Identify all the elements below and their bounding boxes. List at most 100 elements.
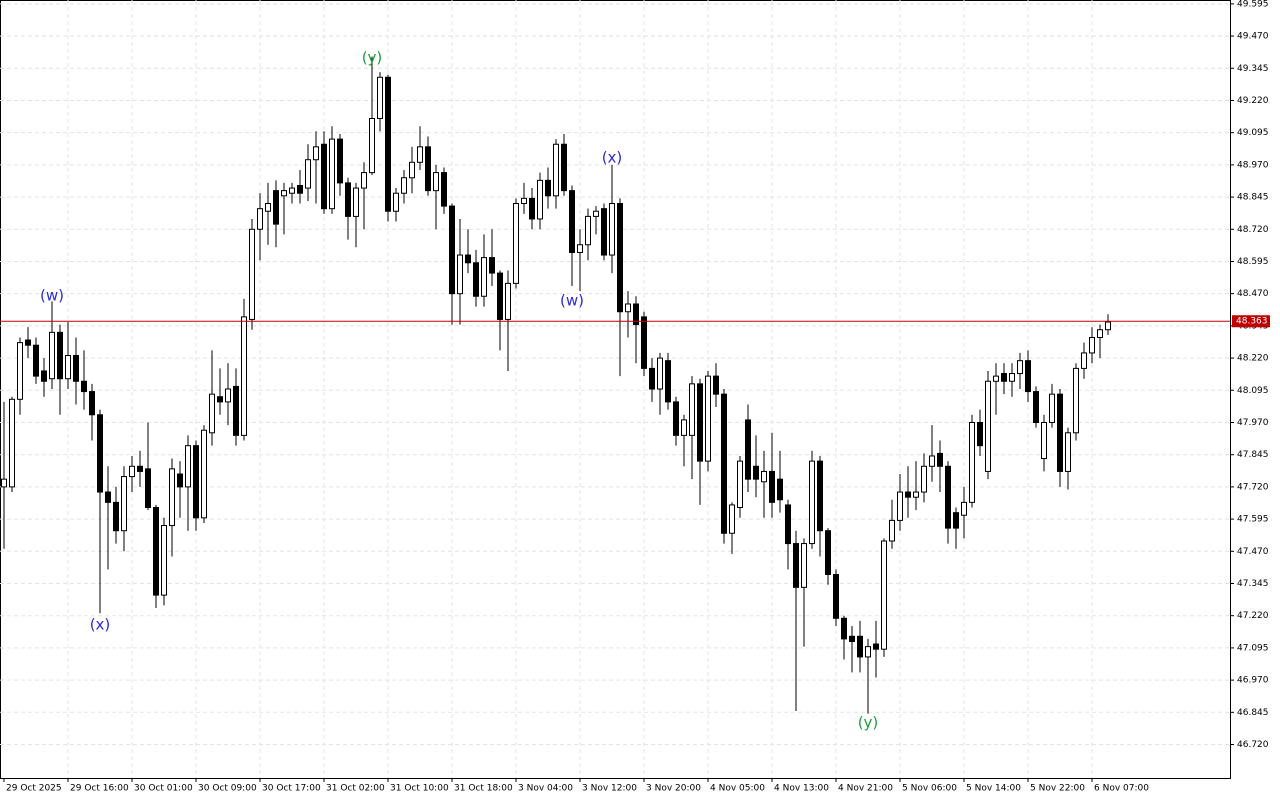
candle-body [513, 203, 519, 284]
candle-body [665, 360, 671, 403]
candle-body [361, 172, 367, 189]
x-tick-label: 4 Nov 13:00 [774, 784, 829, 794]
candle-body [497, 272, 503, 320]
candle-body [121, 476, 127, 532]
candle-body [761, 470, 767, 483]
candle-body [281, 190, 287, 197]
candle-body [817, 460, 823, 532]
candle-body [473, 262, 479, 297]
candle-body [113, 501, 119, 532]
wave-annotation: (y) [362, 49, 383, 67]
candle-body [369, 118, 375, 174]
y-tick-label: 48.095 [1237, 386, 1269, 396]
candle-body [1073, 367, 1079, 434]
y-tick-label: 49.470 [1237, 32, 1269, 42]
candle-body [425, 146, 431, 192]
candle-body [785, 504, 791, 545]
candle-body [137, 465, 143, 472]
candle-body [945, 465, 951, 529]
candle-body [1065, 432, 1071, 472]
x-tick-label: 3 Nov 20:00 [646, 784, 701, 794]
x-tick-label: 29 Oct 16:00 [70, 784, 129, 794]
candle-body [1081, 352, 1087, 369]
candle-body [81, 380, 87, 393]
candle-body [833, 573, 839, 619]
candle-body [481, 257, 487, 297]
candle-body [337, 138, 343, 184]
y-tick-label: 48.595 [1237, 257, 1269, 267]
x-tick-label: 5 Nov 06:00 [902, 784, 957, 794]
candle-body [721, 393, 727, 534]
candle-body [73, 355, 79, 382]
candle-body [457, 254, 463, 295]
candle-body [1001, 373, 1007, 382]
candle-body [865, 646, 871, 658]
candle-body [873, 643, 879, 650]
candle-body [881, 540, 887, 650]
candle-body [489, 257, 495, 274]
candle-body [737, 460, 743, 509]
y-tick-label: 47.345 [1237, 579, 1269, 589]
candle-body [569, 190, 575, 253]
candle-body [857, 635, 863, 658]
candle-body [89, 391, 95, 416]
candle-body [673, 401, 679, 436]
y-tick-label: 48.220 [1237, 354, 1269, 364]
wave-annotation: (y) [858, 714, 879, 732]
y-tick-label: 49.095 [1237, 128, 1269, 138]
candle-body [353, 187, 359, 217]
candle-body [609, 203, 615, 256]
candle-body [825, 530, 831, 575]
x-tick-label: 6 Nov 07:00 [1094, 784, 1149, 794]
price-label-bg [1232, 315, 1270, 328]
candle-body [385, 76, 391, 212]
candle-body [985, 380, 991, 472]
candle-body [329, 138, 335, 210]
candle-body [1097, 329, 1103, 338]
candle-body [9, 398, 15, 488]
candle-body [577, 244, 583, 253]
candle-body [769, 470, 775, 503]
candle-body [305, 159, 311, 189]
y-tick-label: 47.220 [1237, 611, 1269, 621]
y-tick-label: 49.595 [1237, 0, 1269, 9]
candle-body [953, 512, 959, 529]
y-tick-label: 47.095 [1237, 643, 1269, 653]
candle-body [977, 421, 983, 447]
candle-body [265, 203, 271, 212]
x-tick-label: 3 Nov 12:00 [582, 784, 637, 794]
plot-frame [0, 0, 1231, 779]
y-tick-label: 49.220 [1237, 96, 1269, 106]
y-tick-label: 47.595 [1237, 515, 1269, 525]
y-tick-label: 46.970 [1237, 676, 1269, 686]
candle-body [913, 491, 919, 498]
candle-body [801, 543, 807, 588]
candle-body [641, 316, 647, 369]
candle-body [521, 197, 527, 205]
candle-body [393, 192, 399, 212]
candle-body [553, 143, 559, 197]
x-tick-label: 3 Nov 04:00 [518, 784, 573, 794]
candle-body [201, 429, 207, 519]
candle-body [649, 367, 655, 390]
candle-body [129, 465, 135, 478]
candle-body [377, 76, 383, 120]
candle-body [321, 143, 327, 210]
candle-body [25, 339, 31, 346]
candle-body [689, 383, 695, 436]
candle-body [793, 543, 799, 588]
candle-body [633, 303, 639, 326]
x-tick-label: 30 Oct 01:00 [134, 784, 193, 794]
candle-body [537, 179, 543, 220]
candle-body [921, 465, 927, 493]
candle-body [545, 179, 551, 197]
candle-body [177, 473, 183, 488]
candle-body [105, 491, 111, 503]
wave-annotation: (w) [40, 287, 64, 305]
candle-body [17, 342, 23, 400]
candle-body [905, 491, 911, 498]
candle-body [433, 172, 439, 192]
candle-body [193, 445, 199, 519]
candle-body [417, 146, 423, 163]
